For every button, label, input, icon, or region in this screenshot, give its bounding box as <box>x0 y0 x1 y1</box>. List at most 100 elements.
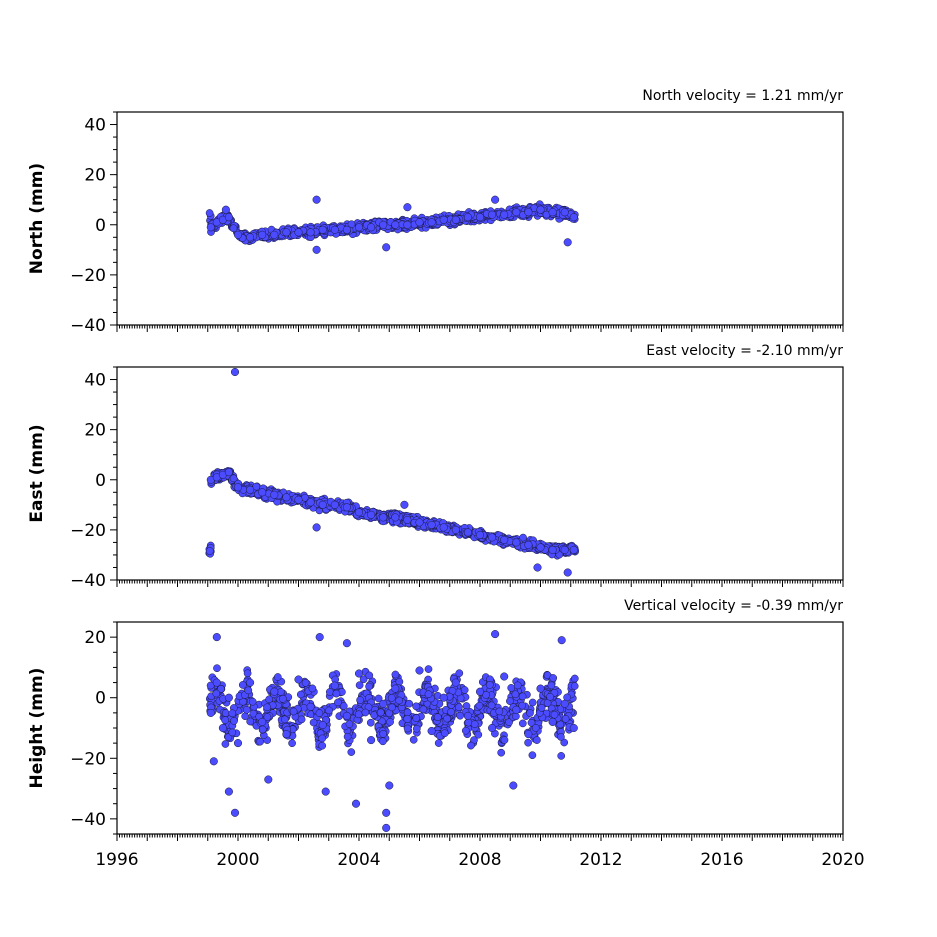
data-point <box>354 223 364 232</box>
data-point <box>563 238 572 247</box>
data-point <box>412 714 421 722</box>
data-point <box>265 695 274 704</box>
data-point <box>330 225 339 234</box>
data-point <box>391 670 400 679</box>
data-point <box>209 757 218 766</box>
data-point <box>405 699 414 708</box>
data-point <box>263 713 272 721</box>
data-point <box>569 545 578 554</box>
data-point <box>500 672 509 681</box>
data-point <box>512 208 521 217</box>
data-point <box>439 693 448 702</box>
y-tick-label: 0 <box>95 689 106 709</box>
data-point <box>546 692 554 701</box>
data-point <box>557 752 566 760</box>
data-point <box>548 717 557 726</box>
data-point <box>294 495 303 504</box>
x-tick-label: 2000 <box>216 850 259 870</box>
data-point <box>224 213 233 222</box>
data-point <box>294 675 303 684</box>
data-point <box>330 500 339 509</box>
data-point <box>318 225 327 234</box>
data-point <box>427 726 436 736</box>
data-point <box>342 639 351 648</box>
data-point <box>455 669 464 678</box>
data-point <box>412 724 421 733</box>
data-point <box>312 195 321 204</box>
data-point <box>427 218 436 227</box>
data-point <box>289 707 298 716</box>
data-point <box>206 708 215 717</box>
data-point <box>282 493 291 502</box>
data-point <box>212 689 221 698</box>
data-point <box>415 666 424 675</box>
data-point <box>379 730 388 738</box>
data-point <box>376 708 385 717</box>
data-point <box>500 535 509 544</box>
data-point <box>221 709 230 717</box>
data-point <box>270 687 279 696</box>
y-axis-label: North (mm) <box>27 163 47 274</box>
data-point <box>557 636 566 645</box>
data-point <box>258 488 267 497</box>
data-point <box>488 210 497 219</box>
data-point <box>524 730 533 739</box>
data-point <box>439 215 448 224</box>
data-point <box>382 823 391 832</box>
data-point <box>221 716 230 725</box>
data-point <box>379 737 387 746</box>
panel-3: Vertical velocity = -0.39 mm/yr Height (m… <box>27 598 865 870</box>
data-point <box>312 523 321 532</box>
data-point <box>205 209 214 217</box>
data-point <box>205 547 214 555</box>
data-point <box>367 736 376 745</box>
data-point <box>296 690 305 699</box>
data-point <box>343 732 352 741</box>
data-point <box>258 725 267 734</box>
data-point <box>228 709 237 718</box>
data-point <box>537 703 546 712</box>
data-points <box>205 195 579 254</box>
data-point <box>536 543 545 552</box>
data-point <box>400 500 409 509</box>
y-tick-label: −40 <box>70 316 106 336</box>
data-point <box>509 781 518 790</box>
data-point <box>359 675 368 684</box>
y-tick-label: 20 <box>84 421 106 441</box>
data-point <box>224 693 233 702</box>
data-point <box>213 664 221 673</box>
data-point <box>507 684 516 692</box>
data-point <box>409 735 418 744</box>
data-point <box>463 213 472 222</box>
data-point <box>526 709 534 717</box>
data-point <box>224 468 233 477</box>
data-point <box>474 730 483 739</box>
data-point <box>263 703 271 712</box>
data-point <box>547 681 556 690</box>
data-point <box>569 213 578 222</box>
y-tick-label: −20 <box>70 521 106 541</box>
data-point <box>427 520 436 529</box>
data-point <box>379 699 388 708</box>
data-point <box>415 218 424 227</box>
data-point <box>531 724 540 732</box>
data-point <box>391 513 400 522</box>
data-point <box>528 698 537 707</box>
data-point <box>513 681 522 690</box>
data-point <box>518 719 527 728</box>
data-point <box>533 736 541 744</box>
data-point <box>491 630 500 639</box>
data-point <box>518 692 527 701</box>
data-point <box>258 230 267 239</box>
data-point <box>475 530 485 539</box>
data-point <box>244 686 253 695</box>
data-point <box>488 533 497 542</box>
y-tick-label: −20 <box>70 749 106 769</box>
panel-title: North velocity = 1.21 mm/yr <box>642 88 843 104</box>
data-point <box>412 702 420 711</box>
data-point <box>325 706 333 715</box>
data-point <box>347 748 356 756</box>
data-point <box>475 701 484 710</box>
data-point <box>563 568 572 577</box>
data-point <box>487 701 496 710</box>
